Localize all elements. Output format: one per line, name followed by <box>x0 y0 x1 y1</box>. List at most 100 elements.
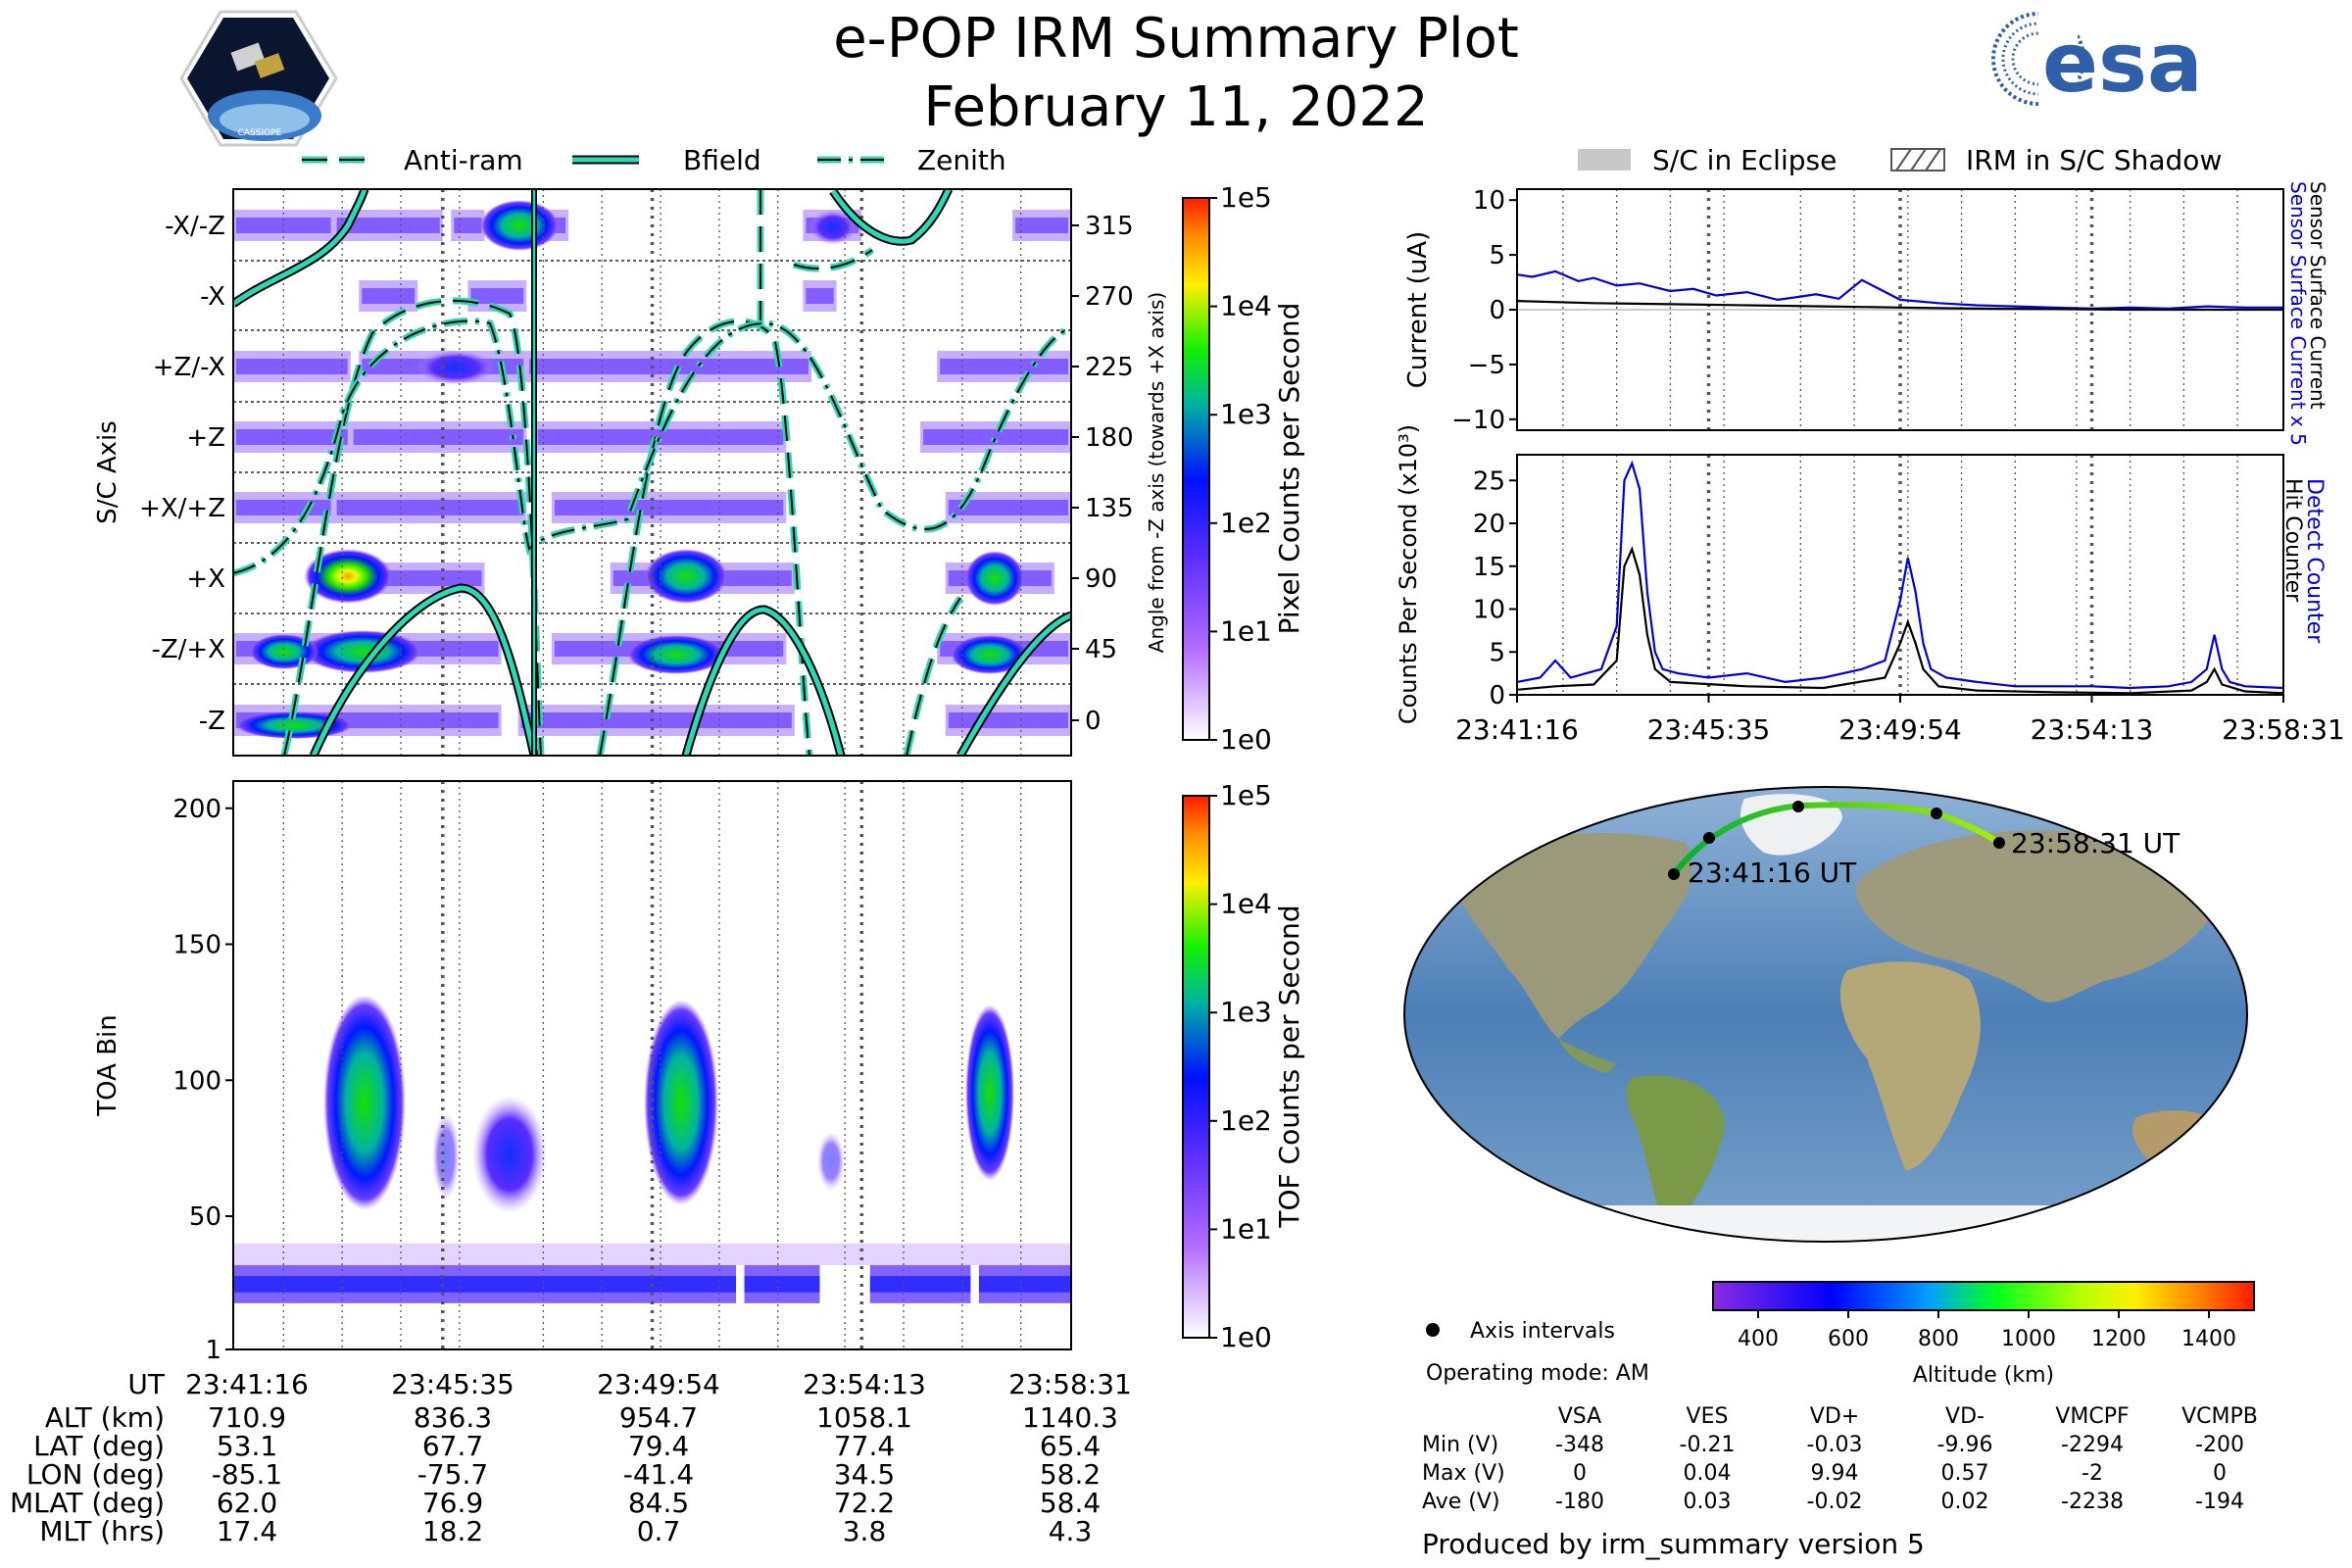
pixel-heatmap-panel: S/C Axis -X/-Z -X +Z/-X +Z +X/+Z +X -Z/+X -Z 31… <box>93 188 1168 757</box>
track-start-label: 23:41:16 UT <box>1688 857 1857 889</box>
esa-logo-text: esa <box>2042 15 2203 111</box>
page-date: February 11, 2022 <box>923 75 1428 139</box>
hit-ylabel: Counts Per Second (x10³) <box>1395 424 1422 724</box>
esa-logo: esa <box>1991 10 2203 111</box>
voltage-column-header: VD- <box>1945 1404 1984 1429</box>
orbit-value: 72.2 <box>834 1487 895 1519</box>
tof-band-core <box>233 1276 736 1293</box>
colorbar-tick-label: 1e2 <box>1220 1104 1272 1137</box>
heatmap-band-core <box>806 288 834 304</box>
hit-tick-label: 25 <box>1473 466 1505 496</box>
voltage-column-header: VMCPF <box>2055 1404 2129 1429</box>
colorbar-tick-label: 1e3 <box>1220 996 1272 1028</box>
voltage-column-header: VES <box>1687 1404 1729 1429</box>
anti-ram-curve <box>280 189 963 756</box>
angle-tick-label: 270 <box>1085 282 1134 312</box>
orbit-row-label: LAT (deg) <box>33 1430 165 1462</box>
heatmap-band-core <box>940 359 1068 374</box>
sc-axis-tick: -X <box>200 282 225 312</box>
current-tick-label: 10 <box>1473 186 1505 216</box>
hit-tick-label: 10 <box>1473 596 1505 625</box>
heatmap-band-core <box>236 359 348 374</box>
angle-tick-label: 180 <box>1085 423 1134 453</box>
tof-colorbar-label: TOF Counts per Second <box>1273 905 1305 1228</box>
voltage-value: -0.03 <box>1807 1433 1863 1457</box>
orbit-value: -75.7 <box>417 1458 488 1491</box>
colorbar-tick-label: 1e5 <box>1220 181 1272 214</box>
altitude-tick-label: 400 <box>1738 1327 1779 1351</box>
orbit-value: 1140.3 <box>1022 1401 1118 1434</box>
orbit-value: 0.7 <box>637 1515 681 1547</box>
heatmap-band-core <box>454 218 482 233</box>
ut-time: 23:41:16 <box>185 1368 309 1400</box>
orbit-row-label: MLT (hrs) <box>39 1515 165 1547</box>
altitude-tick-label: 800 <box>1918 1327 1959 1351</box>
hit-right-blue: Detect Counter <box>2302 478 2327 644</box>
altitude-tick-label: 1400 <box>2181 1327 2236 1351</box>
sc-axis-tick-labels: -X/-Z -X +Z/-X +Z +X/+Z +X -Z/+X -Z <box>139 212 225 736</box>
world-map: 23:41:16 UT 23:58:31 UT <box>1403 786 2248 1243</box>
colorbar-tick-label: 1e0 <box>1220 723 1272 756</box>
angle-tick-labels: 315 270 225 180 135 90 45 0 <box>1071 212 1134 736</box>
current-tick-label: −5 <box>1468 351 1505 380</box>
orbit-value: 954.7 <box>619 1401 698 1434</box>
voltage-row-label: Ave (V) <box>1422 1490 1500 1514</box>
operating-mode: Operating mode: AM <box>1426 1361 1649 1386</box>
heatmap-band-core <box>353 429 524 445</box>
ut-time: 23:49:54 <box>597 1368 720 1400</box>
voltage-value: 0.04 <box>1684 1461 1732 1486</box>
sc-axis-tick: +X <box>186 564 225 594</box>
sc-axis-tick: -Z/+X <box>151 635 225 664</box>
orbit-value: 65.4 <box>1040 1430 1101 1462</box>
altitude-tick-label: 1000 <box>2001 1327 2056 1351</box>
orbit-value: 17.4 <box>217 1515 277 1547</box>
hit-tick-label: 0 <box>1489 681 1505 710</box>
toa-bin-ticks: 200 150 100 50 1 <box>172 795 233 1365</box>
bfield-curve <box>233 189 1071 756</box>
orbit-value: 76.9 <box>422 1487 483 1519</box>
legend-zenith: Zenith <box>917 144 1006 176</box>
pixel-heatmap-bands <box>233 189 1071 756</box>
voltage-value: -180 <box>1555 1490 1604 1514</box>
tof-colorbar: 1e5 1e4 1e3 1e2 1e1 1e0 TOF Counts per Second <box>1182 779 1305 1353</box>
voltage-value: 0 <box>2213 1461 2227 1486</box>
pixel-colorbar: 1e5 1e4 1e3 1e2 1e1 1e0 Pixel Counts per Seco… <box>1182 181 1305 756</box>
sc-axis-tick: +Z <box>186 423 225 453</box>
orbit-value: 3.8 <box>843 1515 887 1547</box>
heatmap-band-core <box>362 288 416 304</box>
current-tick-label: 5 <box>1489 241 1505 270</box>
sc-axis-tick: +Z/-X <box>153 353 225 382</box>
voltage-value: 0.57 <box>1941 1461 1989 1486</box>
hit-tick-label: 5 <box>1489 638 1505 667</box>
orbit-value: 77.4 <box>834 1430 895 1462</box>
orbit-row-label: LON (deg) <box>26 1458 165 1491</box>
angle-tick-label: 135 <box>1085 494 1134 523</box>
voltage-value: 0 <box>1573 1461 1587 1486</box>
orbit-table: UT 23:41:16 23:45:35 23:49:54 23:54:13 23:58… <box>10 1368 1132 1547</box>
voltage-value: -0.21 <box>1680 1433 1736 1457</box>
heatmap-band-core <box>336 218 440 233</box>
legend-irm-shadow: IRM in S/C Shadow <box>1966 144 2222 176</box>
voltage-value: 9.94 <box>1811 1461 1859 1486</box>
current-ylabel: Current (uA) <box>1403 231 1433 388</box>
orbit-value: 18.2 <box>422 1515 483 1547</box>
tof-heatmap-panel: TOA Bin 200 150 100 50 1 <box>93 780 1072 1365</box>
heatmap-band-core <box>470 288 524 304</box>
orientation-legend: Anti-ram Bfield Zenith <box>302 144 1006 176</box>
orbit-value: 53.1 <box>217 1430 277 1462</box>
altitude-tick-label: 600 <box>1828 1327 1869 1351</box>
voltage-value: -2294 <box>2061 1433 2124 1457</box>
voltage-value: -348 <box>1555 1433 1604 1457</box>
altitude-tick-label: 1200 <box>2091 1327 2146 1351</box>
axis-intervals-legend: Axis intervals <box>1470 1319 1615 1344</box>
series-line <box>1516 270 2283 311</box>
heatmap-band-core <box>336 500 524 515</box>
track-end-label: 23:58:31 UT <box>2011 827 2180 859</box>
colorbar-tick-label: 1e2 <box>1220 507 1272 539</box>
tof-band-core <box>744 1276 820 1293</box>
sc-axis-tick: -X/-Z <box>165 212 225 241</box>
orbit-value: 79.4 <box>628 1430 689 1462</box>
toa-tick-label: 200 <box>172 795 221 824</box>
voltage-value: -2238 <box>2061 1490 2124 1514</box>
